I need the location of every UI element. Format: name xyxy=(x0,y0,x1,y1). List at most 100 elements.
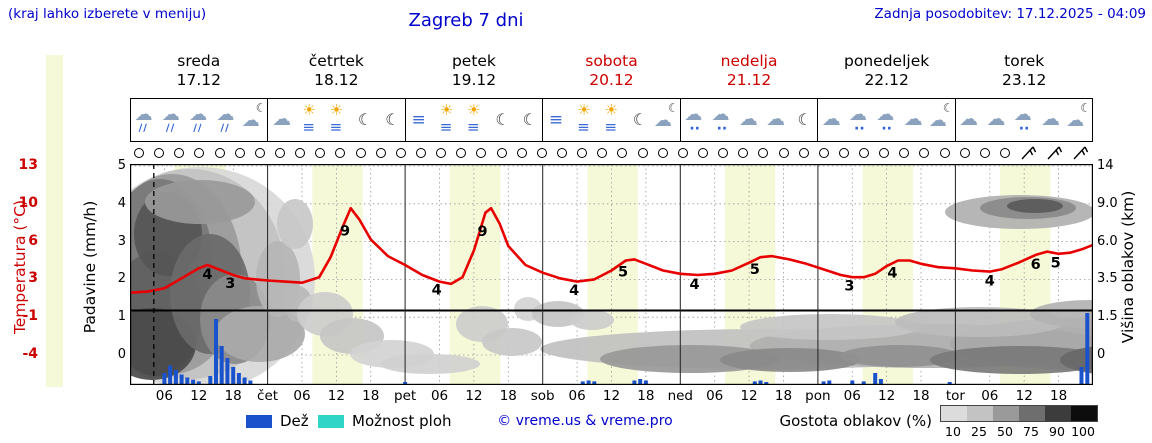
temp-tick: 6 xyxy=(28,232,38,249)
icon-glyph: ☾ xyxy=(942,101,954,115)
icon-glyph: ☁ xyxy=(134,104,153,125)
day-date: 21.12 xyxy=(726,71,772,89)
x-tick-label: 18 xyxy=(362,388,380,404)
cloud-cover-circle-icon xyxy=(174,147,185,158)
x-day-abbr: pon xyxy=(805,388,831,404)
svg-text:4: 4 xyxy=(569,283,579,299)
cloud-cover-circle-icon xyxy=(556,147,567,158)
icon-glyph: ☾ xyxy=(668,101,679,115)
weather-icons-row: ☁ ∕∕ ☁ ∕∕ ☁ ∕∕ ☁ ∕∕ ☾ ☁ ☁ ☀ ≡ ☀ ≡ ☾ ☾ ≡ ☀ ≡ ☀ ≡ ☾ ☾ ≡ ☀ ≡ ☀ ≡ ☾ ☾ ☁ ☁ ·· ☁… xyxy=(130,98,1093,142)
icon-glyph: ☾ xyxy=(522,110,537,129)
x-tick-label: 06 xyxy=(293,388,311,404)
cloud-height-tick: 1.5 xyxy=(1097,309,1118,325)
icon-glyph: ·· xyxy=(716,121,728,137)
cloud-cover-circle-icon xyxy=(375,147,386,158)
density-tick-label: 75 xyxy=(1023,424,1039,439)
copyright-link[interactable]: © vreme.us & vreme.pro xyxy=(497,413,673,429)
cloud-cover-circle-icon xyxy=(617,147,628,158)
cloud-cover-circle-icon xyxy=(315,147,326,158)
x-tick-label: 12 xyxy=(327,388,345,404)
svg-text:3: 3 xyxy=(225,276,235,292)
temperature-line xyxy=(130,206,1093,294)
cloud-cover-circle-icon xyxy=(859,147,870,158)
icon-glyph: ☁ xyxy=(928,110,947,131)
plot-border xyxy=(130,164,1093,385)
icon-glyph: ☁ xyxy=(161,104,180,125)
cloud-height-tick: 14 xyxy=(1097,158,1114,173)
x-tick-label: 18 xyxy=(224,388,242,404)
night-cloud-icon: ☾ ☁ xyxy=(241,101,267,139)
icon-glyph: ·· xyxy=(881,121,892,137)
drizzle-icon: ☁ ·· xyxy=(873,101,899,139)
icon-glyph: ☾ xyxy=(357,110,373,129)
density-tick-label: 100 xyxy=(1071,424,1095,439)
icon-glyph: ·· xyxy=(689,121,700,137)
cloud-icon: ☁ xyxy=(763,101,789,139)
cloud-cover-circle-icon xyxy=(536,147,547,158)
icon-glyph: ≡ xyxy=(439,118,453,136)
x-tick-label: 06 xyxy=(706,388,724,404)
icon-glyph: ☁ xyxy=(241,110,260,131)
night-icon: ☾ xyxy=(790,101,816,139)
icon-glyph: ☁ xyxy=(711,104,730,125)
x-tick-label: 12 xyxy=(878,388,896,404)
icon-day-cell: ≡ ☀ ≡ ☀ ≡ ☾ ☾ xyxy=(406,99,544,141)
icon-glyph: ·· xyxy=(854,121,865,137)
svg-text:5: 5 xyxy=(750,262,760,278)
cloud-height-tick: 3.5 xyxy=(1097,271,1118,287)
cloud-density-legend-label: Gostota oblakov (%) xyxy=(779,412,932,430)
density-tick-label: 25 xyxy=(971,424,987,439)
svg-text:4: 4 xyxy=(690,277,700,293)
sun-fog-icon: ☀ ≡ xyxy=(571,101,597,139)
cloud-icon: ☁ xyxy=(956,101,982,139)
cloud-cover-circle-icon xyxy=(496,147,507,158)
density-step xyxy=(1071,406,1097,421)
x-tick-label: 12 xyxy=(740,388,758,404)
night-cloud-icon: ☾ ☁ xyxy=(653,101,679,139)
cloud-density-gradient xyxy=(940,405,1098,422)
x-tick-label: 06 xyxy=(568,388,586,404)
cloud-cover-circle-icon xyxy=(657,147,668,158)
temp-tick: 13 xyxy=(18,157,38,173)
sun-fog-icon: ☀ ≡ xyxy=(598,101,624,139)
rain-icon: ☁ ∕∕ xyxy=(186,101,212,139)
icon-glyph: ☁ xyxy=(903,108,923,130)
showers-legend-label: Možnost ploh xyxy=(352,412,452,430)
cloud-cover-circle-icon xyxy=(1000,147,1011,158)
svg-text:5: 5 xyxy=(1051,255,1061,271)
icon-glyph: ☀ xyxy=(604,101,618,119)
cloud-cover-circle-icon xyxy=(234,147,245,158)
x-day-abbr: tor xyxy=(945,388,965,404)
wind-barb-icon xyxy=(1021,146,1037,159)
cloud-cover-circle-icon xyxy=(456,147,467,158)
cloud-cover-circle-icon xyxy=(818,147,829,158)
icon-glyph: ☁ xyxy=(1041,108,1061,130)
cloud-icon: ☁ xyxy=(1038,101,1064,139)
cloud-cover-circle-icon xyxy=(274,147,285,158)
x-tick-label: 12 xyxy=(465,388,483,404)
icon-glyph: ☀ xyxy=(329,101,344,119)
icon-glyph: ☀ xyxy=(439,101,454,119)
last-update: Zadnja posodobitev: 17.12.2025 - 04:09 xyxy=(874,6,1146,22)
svg-text:4: 4 xyxy=(985,274,995,290)
day-date: 18.12 xyxy=(314,71,359,89)
icon-glyph: ☀ xyxy=(467,101,481,119)
cloud-cover-circle-icon xyxy=(939,147,950,158)
day-header: ponedeljek 22.12 xyxy=(818,52,956,90)
drizzle-icon: ☁ ·· xyxy=(681,101,707,139)
icon-glyph: ∕∕ xyxy=(193,123,203,134)
cloud-cover-circle-icon xyxy=(335,147,346,158)
icon-glyph: ☁ xyxy=(766,108,786,130)
x-tick-label: 12 xyxy=(602,388,621,404)
cloud-cover-circle-icon xyxy=(677,147,688,158)
sun-fog-icon: ☀ ≡ xyxy=(296,101,322,139)
precip-axis-label: Padavine (mm/h) xyxy=(81,200,99,334)
x-tick-label: 18 xyxy=(637,388,655,404)
icon-day-cell: ☁ ☀ ≡ ☀ ≡ ☾ ☾ xyxy=(268,99,406,141)
x-day-abbr: čet xyxy=(257,388,279,404)
page-title: Zagreb 7 dni xyxy=(408,10,524,31)
day-date: 20.12 xyxy=(589,71,634,89)
x-tick-label: 12 xyxy=(190,388,208,404)
precipitation-bars xyxy=(162,313,1090,385)
